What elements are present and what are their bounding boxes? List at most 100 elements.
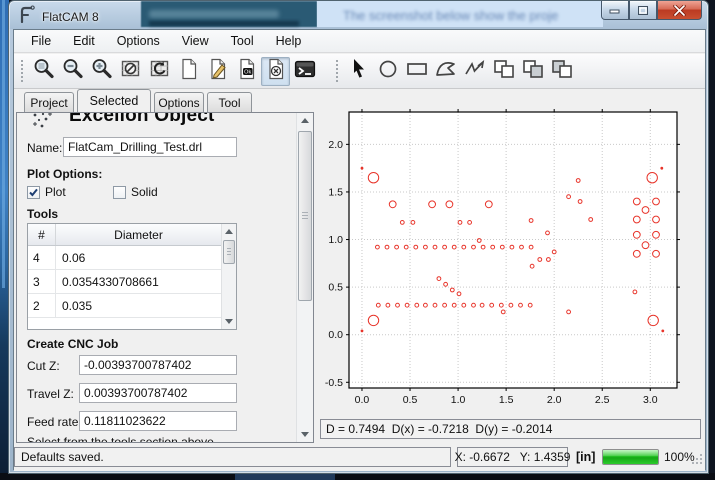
drill-hole <box>451 244 457 250</box>
draw-path-icon <box>462 57 488 86</box>
tab-bar: Project Selected Options Tool <box>14 89 324 112</box>
intersect-icon <box>549 57 575 86</box>
desktop-bottom-strip <box>0 473 715 480</box>
tool-row-4[interactable]: 4 0.06 <box>28 246 221 270</box>
drill-hole <box>375 302 381 308</box>
clear-plot-button[interactable] <box>116 57 145 86</box>
drill-hole <box>461 244 467 250</box>
drill-hole <box>471 302 476 308</box>
name-input[interactable] <box>63 137 237 157</box>
minimize-button[interactable] <box>601 1 629 20</box>
resize-grip-icon[interactable] <box>691 452 703 470</box>
drill-hole <box>647 314 659 327</box>
x-tick-label: 0.5 <box>403 394 418 406</box>
plot-checkbox-row[interactable]: Plot <box>27 185 66 199</box>
shell-button[interactable] <box>290 57 319 86</box>
delete-object-button[interactable] <box>261 56 290 86</box>
drill-hole <box>467 220 473 225</box>
save-object-button[interactable]: Ok <box>232 57 261 86</box>
table-scrollbar[interactable] <box>221 224 236 329</box>
select-button[interactable] <box>344 57 373 86</box>
replot-button[interactable] <box>145 57 174 86</box>
progress-percent: 100% <box>664 450 695 464</box>
drill-hole <box>490 244 496 250</box>
svg-text:Ok: Ok <box>244 69 251 75</box>
maximize-button[interactable] <box>629 1 657 20</box>
drill-hole <box>546 257 551 262</box>
solid-checkbox-row[interactable]: Solid <box>113 185 158 199</box>
toolbar-handle[interactable] <box>20 59 25 83</box>
draw-circle-button[interactable] <box>373 57 402 86</box>
drill-hole <box>660 166 664 170</box>
travel-z-input[interactable] <box>79 383 237 403</box>
zoom-out-button[interactable] <box>58 57 87 86</box>
draw-rectangle-button[interactable] <box>402 57 431 86</box>
title-bar[interactable]: The screenshot below show the proje Flat… <box>9 1 708 29</box>
menu-item-view[interactable]: View <box>181 34 209 48</box>
menu-item-file[interactable]: File <box>31 34 52 48</box>
scroll-up-icon[interactable] <box>297 113 313 128</box>
drill-hole <box>442 302 447 308</box>
scroll-down-icon[interactable] <box>222 314 236 329</box>
drill-hole <box>566 309 572 315</box>
plot-checkbox-label: Plot <box>45 185 66 199</box>
intersect-button[interactable] <box>547 57 576 86</box>
menu-item-options[interactable]: Options <box>116 34 160 48</box>
panel-scrollbar-thumb[interactable] <box>298 131 312 301</box>
union-button[interactable] <box>489 57 518 86</box>
x-tick-label: 3.0 <box>643 394 658 406</box>
col-header-number[interactable]: # <box>28 224 56 245</box>
cnc-field-label: Feed rate: <box>27 415 82 429</box>
tool-row-3[interactable]: 3 0.0354330708661 <box>28 270 221 294</box>
drill-hole <box>413 244 419 250</box>
col-header-diameter[interactable]: Diameter <box>114 227 163 242</box>
subtract-button[interactable] <box>518 57 547 86</box>
tool-diameter: 0.0354330708661 <box>62 274 159 289</box>
drill-hole <box>632 289 638 295</box>
plot-canvas[interactable]: 0.0 0.5 1.0 1.5 2.0 2.5 3.0 -0.5 0.0 0.5 1.0 1.5 2.0 <box>320 87 704 419</box>
drill-hole <box>395 302 400 308</box>
menu-item-edit[interactable]: Edit <box>73 34 95 48</box>
feed-rate-input[interactable] <box>79 411 237 431</box>
drill-hole <box>641 206 650 214</box>
scroll-up-icon[interactable] <box>222 224 236 239</box>
object-heading-row: Excellon Object <box>17 113 297 130</box>
close-button[interactable] <box>657 1 702 20</box>
draw-polygon-button[interactable] <box>431 57 460 86</box>
y-tick-label: 0.0 <box>328 329 343 341</box>
union-icon <box>491 57 517 86</box>
menu-item-help[interactable]: Help <box>275 34 302 48</box>
drill-hole <box>588 217 594 222</box>
drill-hole <box>489 302 495 308</box>
zoom-in-button[interactable] <box>87 57 116 86</box>
tab-options[interactable]: Options <box>154 92 204 112</box>
tab-project[interactable]: Project <box>24 92 74 112</box>
toolbar-handle[interactable] <box>335 59 340 83</box>
x-tick-label: 2.0 <box>547 394 562 406</box>
drill-hole <box>652 230 660 239</box>
table-scrollbar-thumb[interactable] <box>223 240 235 264</box>
tools-table-header[interactable]: # Diameter <box>28 224 221 246</box>
drill-hole <box>545 230 550 236</box>
drill-hole <box>632 249 641 258</box>
draw-path-button[interactable] <box>460 57 489 86</box>
panel-scrollbar[interactable] <box>296 113 313 442</box>
window-title: FlatCAM 8 <box>42 9 99 24</box>
tool-row-2[interactable]: 2 0.035 <box>28 294 221 318</box>
drill-hole <box>476 238 482 243</box>
zoom-fit-button[interactable] <box>29 57 58 86</box>
new-file-button[interactable] <box>174 57 203 86</box>
tab-selected[interactable]: Selected <box>77 89 151 112</box>
drill-hole <box>652 215 660 224</box>
drill-hole <box>480 244 486 250</box>
scroll-down-icon[interactable] <box>297 427 313 442</box>
edit-object-button[interactable] <box>203 57 232 86</box>
menu-item-tool[interactable]: Tool <box>230 34 254 48</box>
tab-tool[interactable]: Tool <box>207 92 252 112</box>
solid-checkbox[interactable] <box>113 185 126 199</box>
plot-checkbox[interactable] <box>27 185 40 199</box>
drill-hole <box>428 200 436 209</box>
cut-z-input[interactable] <box>79 355 237 375</box>
drill-hole <box>518 302 523 308</box>
drill-hole <box>445 200 454 209</box>
